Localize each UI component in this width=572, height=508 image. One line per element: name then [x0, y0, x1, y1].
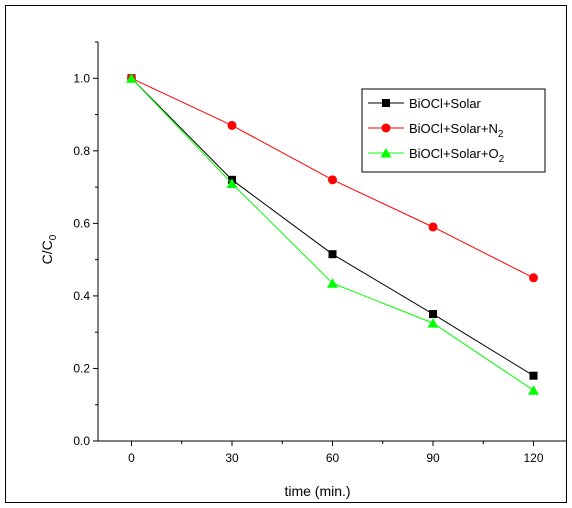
y-tick-label: 0.4: [73, 289, 90, 303]
y-tick-label: 0.6: [73, 216, 90, 230]
x-tick-label: 0: [128, 451, 135, 465]
legend-entry-main: BiOCl+Solar+N: [409, 121, 498, 136]
data-point: [429, 310, 437, 318]
data-point: [428, 318, 439, 328]
y-tick-label: 1.0: [73, 71, 90, 85]
y-tick-label: 0.8: [73, 144, 90, 158]
x-tick-label: 30: [225, 451, 239, 465]
y-axis-title-sub: 0: [48, 234, 59, 240]
x-axis-title: time (min.): [284, 483, 350, 499]
legend-marker: [382, 124, 391, 133]
legend-entry: BiOCl+Solar: [409, 96, 482, 111]
x-tick-label: 60: [326, 451, 340, 465]
legend-entry-main: BiOCl+Solar+O: [409, 146, 499, 161]
legend-entry-main: BiOCl+Solar: [409, 96, 482, 111]
y-tick-label: 0.0: [73, 434, 90, 448]
data-point: [528, 385, 539, 395]
x-tick-label: 120: [523, 451, 543, 465]
y-tick-label: 0.2: [73, 361, 90, 375]
x-tick-label: 90: [426, 451, 440, 465]
legend-entry-sub: 2: [499, 154, 505, 165]
legend-marker: [382, 99, 390, 107]
y-axis-title: C/C0: [39, 234, 59, 264]
y-axis-title-main: C/C: [39, 240, 55, 264]
data-point: [530, 372, 538, 380]
data-point: [429, 222, 438, 231]
legend-entry-sub: 2: [498, 129, 504, 140]
data-point: [228, 121, 237, 130]
data-point: [328, 175, 337, 184]
data-point: [329, 250, 337, 258]
data-point: [529, 273, 538, 282]
